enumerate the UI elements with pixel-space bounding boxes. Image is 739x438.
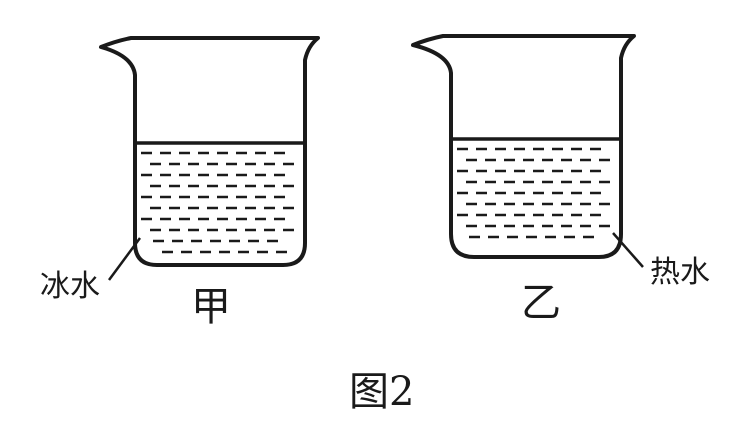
beaker-left (99, 36, 320, 281)
beaker-right-outline (411, 34, 636, 259)
label-beaker-jia: 甲 (191, 284, 231, 330)
leader-line-right (612, 232, 644, 268)
label-beaker-yi: 乙 (521, 280, 561, 326)
beaker-left-outline (99, 36, 320, 267)
beaker-right (411, 34, 644, 268)
leader-line-left (107, 237, 142, 281)
label-ice-water: 冰水 (40, 269, 100, 304)
figure-caption: 图2 (349, 369, 415, 415)
label-hot-water: 热水 (650, 255, 710, 290)
water-dashes-left (141, 151, 294, 254)
water-dashes-right (457, 147, 610, 239)
